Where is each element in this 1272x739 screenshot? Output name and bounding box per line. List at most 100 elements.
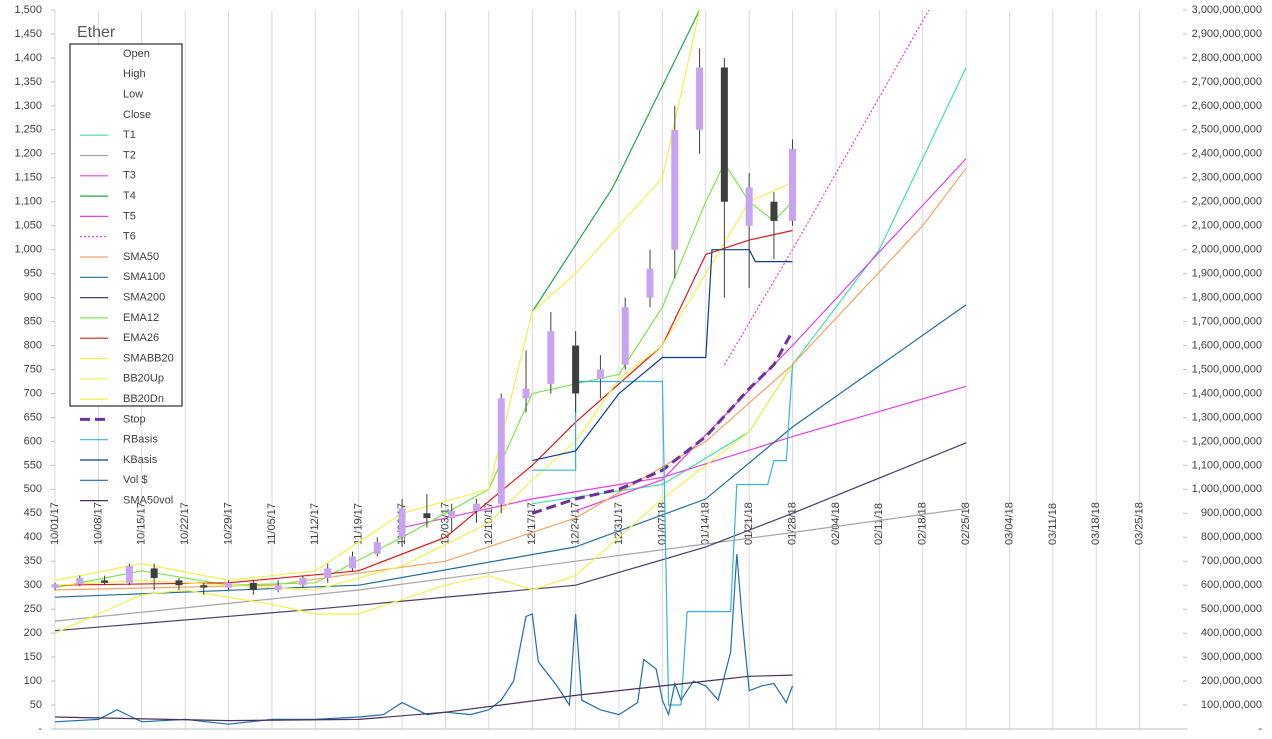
series-line [54, 674, 793, 722]
y-tick-label: 1,200 [14, 148, 42, 160]
candle-body [348, 556, 356, 569]
y2-tick-label: 2,700,000,000 [1192, 76, 1262, 88]
y-tick-label: 1,250 [14, 124, 42, 136]
y2-tick-label: 2,000,000,000 [1192, 244, 1262, 256]
x-tick-label: 11/05/17 [266, 503, 278, 545]
y2-tick-label: 1,300,000,000 [1192, 411, 1262, 423]
y2-tick-label: 2,600,000,000 [1192, 100, 1262, 112]
y2-tick-label: 2,200,000,000 [1192, 196, 1262, 208]
y-tick-label: 100 [24, 675, 42, 687]
x-tick-label: 02/11/18 [873, 503, 885, 545]
y-tick-label: 450 [24, 507, 42, 519]
legend-label: RBasis [123, 434, 158, 446]
candle-body [299, 578, 307, 586]
x-tick-label: 10/01/17 [49, 502, 61, 545]
x-tick-label: 10/15/17 [136, 502, 148, 545]
y2-tick-label: 1,500,000,000 [1192, 363, 1262, 375]
candle-body [150, 568, 158, 579]
x-tick-label: 12/17/17 [526, 502, 538, 545]
y-tick-label: 600 [24, 435, 42, 447]
candle-body [274, 585, 282, 590]
legend-label: SMABB20 [123, 352, 174, 364]
legend-label: T6 [123, 231, 136, 243]
candle-body [720, 67, 728, 202]
candle-body [101, 580, 109, 583]
legend-label: BB20Dn [123, 393, 164, 405]
plot-area [51, 9, 967, 725]
y-tick-label: 400 [24, 531, 42, 543]
y2-tick-label: - [1258, 723, 1262, 735]
x-tick-label: 12/31/17 [613, 502, 625, 545]
y-tick-label: 1,350 [14, 76, 42, 88]
candle-body [472, 503, 480, 511]
candle-body [76, 578, 84, 585]
y-tick-label: 150 [24, 651, 42, 663]
candle-body [547, 331, 555, 384]
y-tick-label: 1,000 [14, 244, 42, 256]
candle-body [51, 584, 59, 588]
legend-label: BB20Up [123, 373, 164, 385]
y-tick-label: 650 [24, 411, 42, 423]
candle-body [621, 307, 629, 365]
x-tick-label: 11/19/17 [353, 503, 365, 545]
candle-body [696, 67, 704, 130]
y-tick-label: 1,450 [14, 28, 42, 40]
candle-body [175, 580, 183, 586]
y2-tick-label: 2,900,000,000 [1192, 28, 1262, 40]
series-line [54, 304, 967, 598]
legend-label: Stop [123, 413, 146, 425]
y2-tick-label: 2,100,000,000 [1192, 220, 1262, 232]
y2-tick-label: 2,400,000,000 [1192, 148, 1262, 160]
x-tick-label: 01/14/18 [700, 502, 712, 545]
series-line [54, 507, 967, 622]
legend-label: Open [123, 48, 150, 60]
x-tick-label: 03/18/18 [1090, 502, 1102, 545]
legend-box [69, 43, 183, 407]
y2-tick-label: 600,000,000 [1201, 579, 1262, 591]
candle-body [596, 369, 604, 380]
y2-tick-label: 3,000,000,000 [1192, 4, 1262, 16]
y2-tick-label: 800,000,000 [1201, 531, 1262, 543]
series-line [54, 364, 794, 634]
y2-tick-label: 500,000,000 [1201, 603, 1262, 615]
legend-label: SMA100 [123, 271, 165, 283]
legend-label: SMA50vol [123, 495, 173, 507]
series-line [531, 9, 701, 313]
y-tick-label: 200 [24, 627, 42, 639]
y-tick-label: 1,400 [14, 52, 42, 64]
y2-tick-label: 2,300,000,000 [1192, 172, 1262, 184]
series-line [401, 385, 967, 529]
legend-label: T4 [123, 190, 136, 202]
x-tick-label: 03/04/18 [1003, 502, 1015, 545]
y-tick-label: 750 [24, 363, 42, 375]
chart-title: Ether [77, 24, 116, 41]
x-tick-label: 01/21/18 [743, 502, 755, 545]
y-tick-label: 1,150 [14, 172, 42, 184]
series-line [54, 9, 701, 582]
candle-body [324, 568, 332, 579]
y-tick-label: 250 [24, 603, 42, 615]
legend-label: KBasis [123, 454, 158, 466]
candle-body [398, 508, 406, 538]
x-tick-label: 02/25/18 [960, 502, 972, 545]
legend: Open High Low Close T1 T2 T3 T4 T5 T6 SMA50 SMA100 S… [69, 43, 183, 507]
y2-tick-label: 1,900,000,000 [1192, 268, 1262, 280]
legend-label: EMA12 [123, 312, 159, 324]
y2-tick-label: 1,100,000,000 [1192, 459, 1262, 471]
legend-label: T1 [123, 129, 136, 141]
legend-label: SMA50 [123, 251, 159, 263]
series-line [54, 553, 794, 725]
candle-body [497, 398, 505, 504]
series-line [532, 249, 793, 462]
x-tick-label: 03/25/18 [1134, 502, 1146, 545]
candle-body [522, 388, 530, 399]
y-tick-label: 550 [24, 459, 42, 471]
candle-body [745, 187, 753, 226]
legend-label: SMA200 [123, 292, 165, 304]
y-tick-label: 900 [24, 292, 42, 304]
candle-body [789, 149, 797, 221]
y2-tick-label: 1,200,000,000 [1192, 435, 1262, 447]
y-tick-label: 500 [24, 483, 42, 495]
series-line [531, 330, 794, 515]
series-line [575, 158, 967, 512]
